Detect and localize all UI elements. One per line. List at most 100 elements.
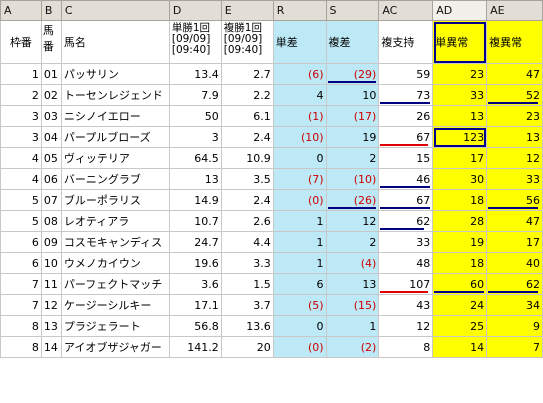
cell-waku[interactable]: 6 xyxy=(0,231,42,253)
cell-taniso[interactable]: 25 xyxy=(432,315,488,337)
cell-horse-name[interactable]: ニシノイエロー xyxy=(60,105,170,127)
col-header-b[interactable]: B xyxy=(40,0,62,21)
cell-tansho-odds[interactable]: 56.8 xyxy=(168,315,222,337)
cell-taniso[interactable]: 13 xyxy=(432,105,488,127)
cell-tansho-odds[interactable]: 17.1 xyxy=(168,294,222,316)
cell-fukusho-odds[interactable]: 1.5 xyxy=(220,273,274,295)
cell-fukusa[interactable]: 10 xyxy=(325,84,380,106)
cell-fukusho-odds[interactable]: 2.6 xyxy=(220,210,274,232)
cell-fukuiso[interactable]: 62 xyxy=(486,273,543,295)
cell-uma[interactable]: 11 xyxy=(40,273,62,295)
cell-uma[interactable]: 04 xyxy=(40,126,62,148)
cell-waku[interactable]: 7 xyxy=(0,294,42,316)
cell-waku[interactable]: 8 xyxy=(0,315,42,337)
cell-taniso[interactable]: 17 xyxy=(432,147,488,169)
cell-fukuiso[interactable]: 12 xyxy=(486,147,543,169)
cell-tansa[interactable]: (10) xyxy=(272,126,327,148)
cell-tansa[interactable]: 1 xyxy=(272,210,327,232)
cell-tansho-odds[interactable]: 13 xyxy=(168,168,222,190)
cell-taniso[interactable]: 24 xyxy=(432,294,488,316)
cell-waku[interactable]: 3 xyxy=(0,105,42,127)
cell-waku[interactable]: 8 xyxy=(0,336,42,358)
cell-tansho-odds[interactable]: 3 xyxy=(168,126,222,148)
col-header-s[interactable]: S xyxy=(325,0,380,21)
cell-horse-name[interactable]: バーニングラブ xyxy=(60,168,170,190)
cell-fukushiji[interactable]: 26 xyxy=(378,105,434,127)
field-fukushiji[interactable]: 複支持 xyxy=(378,20,434,64)
cell-fukuiso[interactable]: 47 xyxy=(486,210,543,232)
cell-fukuiso[interactable]: 47 xyxy=(486,63,543,85)
field-name[interactable]: 馬名 xyxy=(60,20,170,64)
cell-fukusa[interactable]: 2 xyxy=(325,147,380,169)
cell-tansho-odds[interactable]: 3.6 xyxy=(168,273,222,295)
cell-fukushiji[interactable]: 59 xyxy=(378,63,434,85)
cell-taniso[interactable]: 60 xyxy=(432,273,488,295)
cell-horse-name[interactable]: アイオブザジャガー xyxy=(60,336,170,358)
cell-uma[interactable]: 07 xyxy=(40,189,62,211)
cell-waku[interactable]: 4 xyxy=(0,147,42,169)
cell-horse-name[interactable]: ケージーシルキー xyxy=(60,294,170,316)
cell-uma[interactable]: 02 xyxy=(40,84,62,106)
cell-fukusa[interactable]: (17) xyxy=(325,105,380,127)
cell-fukusa[interactable]: (2) xyxy=(325,336,380,358)
cell-taniso[interactable]: 30 xyxy=(432,168,488,190)
cell-fukusa[interactable]: (26) xyxy=(325,189,380,211)
cell-uma[interactable]: 13 xyxy=(40,315,62,337)
cell-uma[interactable]: 10 xyxy=(40,252,62,274)
col-header-e[interactable]: E xyxy=(220,0,274,21)
cell-taniso[interactable]: 18 xyxy=(432,189,488,211)
cell-fukushiji[interactable]: 107 xyxy=(378,273,434,295)
cell-uma[interactable]: 09 xyxy=(40,231,62,253)
cell-uma[interactable]: 05 xyxy=(40,147,62,169)
cell-fukusho-odds[interactable]: 2.7 xyxy=(220,63,274,85)
cell-fukusa[interactable]: (29) xyxy=(325,63,380,85)
cell-fukushiji[interactable]: 73 xyxy=(378,84,434,106)
cell-uma[interactable]: 14 xyxy=(40,336,62,358)
cell-fukuiso[interactable]: 33 xyxy=(486,168,543,190)
col-header-ad[interactable]: AD xyxy=(432,0,488,21)
cell-tansho-odds[interactable]: 141.2 xyxy=(168,336,222,358)
cell-waku[interactable]: 3 xyxy=(0,126,42,148)
cell-fukuiso[interactable]: 56 xyxy=(486,189,543,211)
cell-horse-name[interactable]: ヴィッテリア xyxy=(60,147,170,169)
cell-tansa[interactable]: 6 xyxy=(272,273,327,295)
col-header-ac[interactable]: AC xyxy=(378,0,434,21)
cell-tansa[interactable]: (7) xyxy=(272,168,327,190)
cell-tansa[interactable]: (1) xyxy=(272,105,327,127)
field-taniso[interactable]: 単異常 xyxy=(432,20,488,64)
cell-uma[interactable]: 06 xyxy=(40,168,62,190)
cell-horse-name[interactable]: プラジェラート xyxy=(60,315,170,337)
cell-taniso[interactable]: 28 xyxy=(432,210,488,232)
cell-tansho-odds[interactable]: 13.4 xyxy=(168,63,222,85)
cell-horse-name[interactable]: パープルブローズ xyxy=(60,126,170,148)
cell-tansa[interactable]: 1 xyxy=(272,231,327,253)
cell-horse-name[interactable]: ウメノカイウン xyxy=(60,252,170,274)
cell-tansa[interactable]: 0 xyxy=(272,315,327,337)
cell-uma[interactable]: 12 xyxy=(40,294,62,316)
cell-taniso[interactable]: 123 xyxy=(432,126,488,148)
cell-tansa[interactable]: (0) xyxy=(272,336,327,358)
cell-fukusa[interactable]: 19 xyxy=(325,126,380,148)
cell-horse-name[interactable]: コスモキャンディス xyxy=(60,231,170,253)
cell-tansho-odds[interactable]: 14.9 xyxy=(168,189,222,211)
cell-fukuiso[interactable]: 7 xyxy=(486,336,543,358)
cell-fukushiji[interactable]: 33 xyxy=(378,231,434,253)
field-waku[interactable]: 枠番 xyxy=(0,20,42,64)
cell-horse-name[interactable]: レオティアラ xyxy=(60,210,170,232)
cell-tansho-odds[interactable]: 64.5 xyxy=(168,147,222,169)
cell-fukushiji[interactable]: 12 xyxy=(378,315,434,337)
cell-fukuiso[interactable]: 52 xyxy=(486,84,543,106)
field-uma[interactable]: 馬番 xyxy=(40,20,62,64)
cell-fukuiso[interactable]: 23 xyxy=(486,105,543,127)
cell-tansho-odds[interactable]: 19.6 xyxy=(168,252,222,274)
cell-fukushiji[interactable]: 48 xyxy=(378,252,434,274)
col-header-ae[interactable]: AE xyxy=(486,0,543,21)
cell-taniso[interactable]: 18 xyxy=(432,252,488,274)
cell-fukuiso[interactable]: 17 xyxy=(486,231,543,253)
cell-fukusho-odds[interactable]: 20 xyxy=(220,336,274,358)
cell-fukusa[interactable]: 13 xyxy=(325,273,380,295)
cell-horse-name[interactable]: パーフェクトマッチ xyxy=(60,273,170,295)
cell-fukusa[interactable]: 12 xyxy=(325,210,380,232)
cell-waku[interactable]: 2 xyxy=(0,84,42,106)
cell-tansho-odds[interactable]: 10.7 xyxy=(168,210,222,232)
